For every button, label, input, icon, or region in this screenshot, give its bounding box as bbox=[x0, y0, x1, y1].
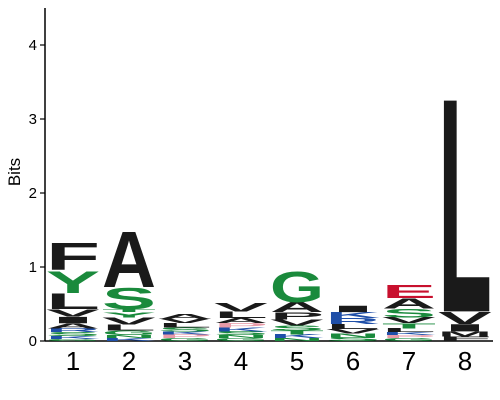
letter-glyph: K bbox=[270, 333, 324, 339]
y-tick-label: 1 bbox=[29, 259, 37, 276]
letter-stacks: GKSRAIVLYFKNGLVYTSAGPKSLVAGNSKPALVNKTSVP… bbox=[46, 34, 492, 376]
letter-glyph: L bbox=[102, 323, 156, 332]
letter-glyph: K bbox=[326, 311, 380, 320]
letter-glyph: G bbox=[46, 338, 100, 341]
letter-glyph: M bbox=[438, 330, 492, 338]
letter-glyph: A bbox=[102, 216, 156, 305]
letter-glyph: L bbox=[382, 328, 436, 334]
letter-glyph: R bbox=[46, 328, 100, 334]
letter-glyph: P bbox=[214, 322, 268, 329]
letter-glyph: T bbox=[382, 322, 436, 330]
letter-glyph: L bbox=[158, 322, 212, 329]
letter-glyph: P bbox=[270, 310, 324, 321]
axes bbox=[44, 8, 493, 342]
letter-glyph: Y bbox=[102, 311, 156, 319]
letter-glyph: G bbox=[270, 264, 324, 312]
letter-glyph: V bbox=[46, 307, 100, 318]
letter-glyph: N bbox=[214, 334, 268, 339]
letter-glyph: K bbox=[102, 337, 156, 342]
letter-glyph: T bbox=[102, 308, 156, 313]
letter-glyph: P bbox=[382, 334, 436, 339]
letter-glyph: V bbox=[382, 316, 436, 325]
letter-glyph: S bbox=[382, 306, 436, 320]
position-label: 1 bbox=[66, 346, 80, 376]
letter-glyph: V bbox=[214, 300, 269, 314]
letter-glyph: L bbox=[46, 289, 100, 314]
x-ticks: 1 2 3 4 5 6 7 8 bbox=[66, 346, 472, 376]
letter-glyph: T bbox=[270, 330, 324, 336]
letter-glyph: N bbox=[326, 333, 380, 339]
letter-glyph: S bbox=[270, 324, 324, 332]
letter-glyph: N bbox=[102, 334, 156, 339]
position-label: 5 bbox=[290, 346, 304, 376]
letter-glyph: R bbox=[326, 317, 380, 326]
position-label: 2 bbox=[122, 346, 136, 376]
letter-glyph: L bbox=[326, 323, 380, 331]
letter-glyph: K bbox=[46, 335, 100, 340]
letter-glyph: A bbox=[270, 299, 324, 315]
letter-glyph: G bbox=[158, 337, 212, 342]
letter-glyph: S bbox=[326, 336, 380, 342]
letter-glyph: G bbox=[382, 337, 436, 342]
position-label: 4 bbox=[234, 346, 248, 376]
letter-glyph: F bbox=[46, 235, 100, 278]
letter-glyph: Y bbox=[46, 264, 100, 300]
letter-glyph: V bbox=[270, 318, 324, 327]
letter-glyph: A bbox=[382, 296, 436, 312]
letter-glyph: G bbox=[102, 330, 156, 337]
position-label: 6 bbox=[346, 346, 360, 376]
letter-glyph: P bbox=[158, 333, 212, 339]
letter-glyph: K bbox=[382, 331, 436, 336]
letter-glyph: N bbox=[270, 337, 324, 342]
letter-glyph: I bbox=[438, 322, 492, 334]
letter-glyph: L bbox=[438, 34, 492, 376]
y-tick-label: 4 bbox=[29, 37, 37, 54]
y-axis-title: Bits bbox=[5, 158, 24, 186]
letter-glyph: V bbox=[438, 308, 492, 327]
letter-glyph: L bbox=[214, 310, 268, 320]
letter-glyph: G bbox=[214, 337, 268, 342]
position-label: 3 bbox=[178, 346, 192, 376]
letter-glyph: K bbox=[214, 327, 268, 333]
letter-glyph: I bbox=[46, 315, 100, 325]
letter-glyph: E bbox=[382, 282, 436, 302]
letter-glyph: A bbox=[158, 312, 212, 320]
letter-glyph: S bbox=[102, 281, 156, 315]
y-tick-label: 2 bbox=[29, 185, 37, 202]
letter-glyph: S bbox=[158, 327, 212, 333]
letter-glyph: V bbox=[326, 328, 380, 335]
letter-glyph: A bbox=[46, 322, 100, 330]
y-tick-label: 0 bbox=[29, 333, 37, 350]
y-tick-label: 3 bbox=[29, 111, 37, 128]
letter-glyph: V bbox=[158, 318, 212, 325]
y-ticks: 0 1 2 3 4 bbox=[29, 37, 45, 350]
letter-glyph: F bbox=[438, 335, 492, 342]
letter-glyph: V bbox=[102, 316, 156, 327]
letter-glyph: I bbox=[326, 304, 380, 314]
letter-glyph: A bbox=[214, 317, 268, 325]
letter-glyph: K bbox=[158, 331, 212, 336]
letter-glyph: S bbox=[46, 331, 100, 337]
letter-glyph: S bbox=[214, 331, 268, 337]
position-label: 7 bbox=[402, 346, 416, 376]
position-label: 8 bbox=[458, 346, 472, 376]
